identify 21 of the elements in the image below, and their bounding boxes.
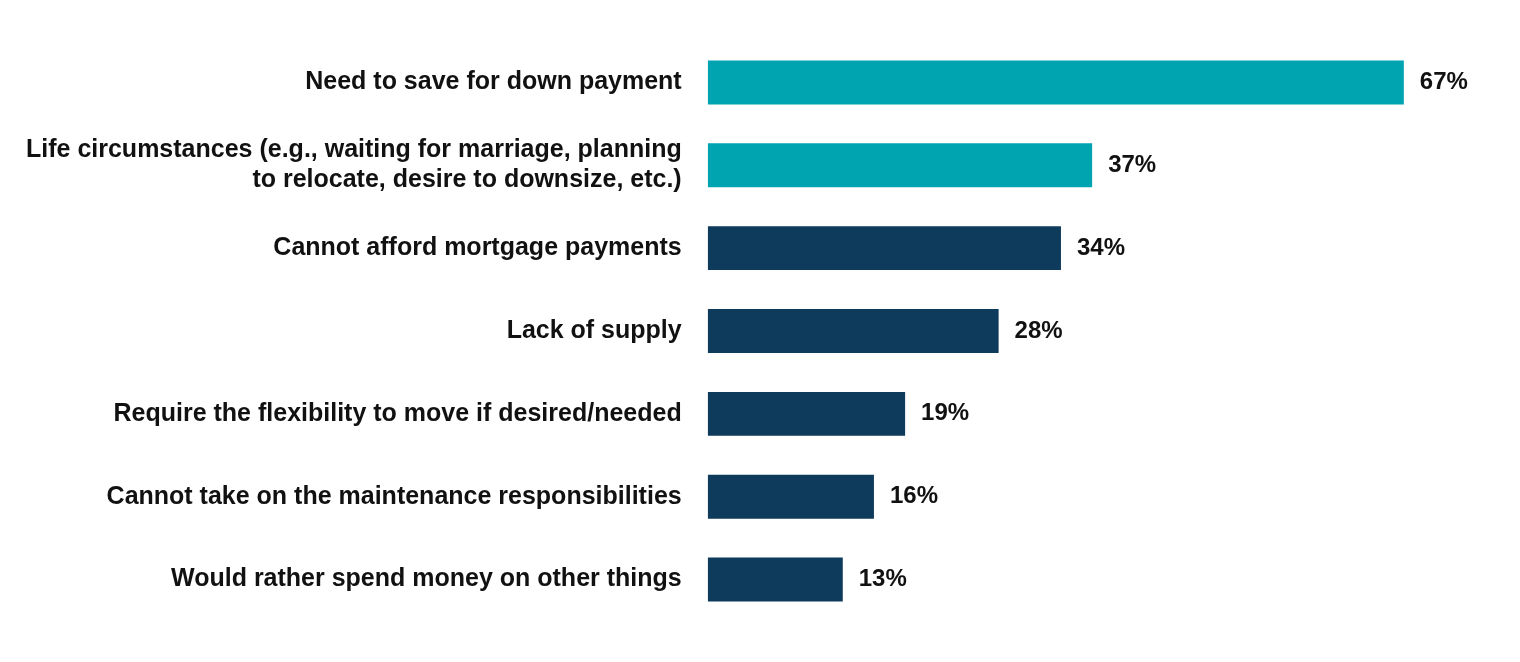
bar [707,474,874,519]
bar [707,60,1404,105]
y-tick-label: Cannot afford mortgage payments [273,232,682,261]
bar [707,143,1093,188]
bar [707,226,1061,271]
data-label: 16% [889,481,938,509]
data-label: 37% [1108,149,1157,177]
bar [707,309,999,353]
data-label: 28% [1014,315,1063,343]
bar [707,557,843,602]
y-tick-label: Lack of supply [506,314,682,343]
y-tick-label: Cannot take on the maintenance responsibilities [106,480,682,509]
bar [707,391,906,436]
data-label: 34% [1076,232,1126,260]
y-tick-label: Life circumstances (e.g., waiting for marriage, planning to relocate, desire to downsize, etc.) [26,134,682,193]
y-tick-label: Would rather spend money on other things [171,563,682,592]
data-label: 19% [921,398,970,426]
data-label: 13% [858,564,907,592]
y-tick-label: Require the flexibility to move if desired/needed [113,397,682,426]
data-label: 67% [1419,67,1468,95]
y-tick-label: Need to save for down payment [305,66,683,95]
